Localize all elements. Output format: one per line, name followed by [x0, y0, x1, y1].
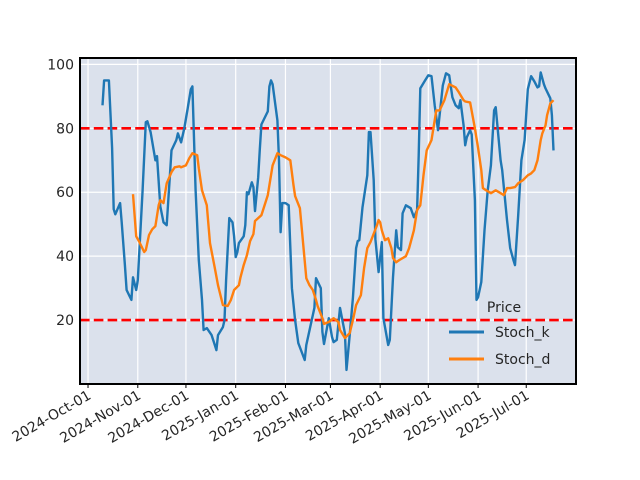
y-tick-label: 40 — [56, 249, 74, 265]
series-line-stoch-k — [101, 71, 555, 372]
legend-title: Price — [487, 300, 521, 316]
y-tick-label: 20 — [56, 313, 74, 329]
x-tick-label: 2024-Dec-01 — [105, 388, 191, 447]
y-axis: 20 40 60 80 100 — [47, 57, 74, 329]
plot-frame — [79, 57, 577, 385]
x-tick-label: 2025-May-01 — [346, 388, 434, 448]
legend-label-stoch-d: Stoch_d — [495, 352, 550, 368]
y-tick-label: 80 — [56, 121, 74, 137]
x-axis: 2024-Oct-012024-Nov-012024-Dec-012025-Ja… — [10, 384, 532, 448]
y-tick-label: 60 — [56, 185, 74, 201]
series-lines — [101, 71, 555, 372]
legend-label-stoch-k: Stoch_k — [495, 325, 551, 341]
legend: Price Stoch_k Stoch_d — [449, 300, 551, 368]
series-line-stoch-d — [131, 83, 555, 340]
y-tick-label: 100 — [47, 57, 74, 73]
